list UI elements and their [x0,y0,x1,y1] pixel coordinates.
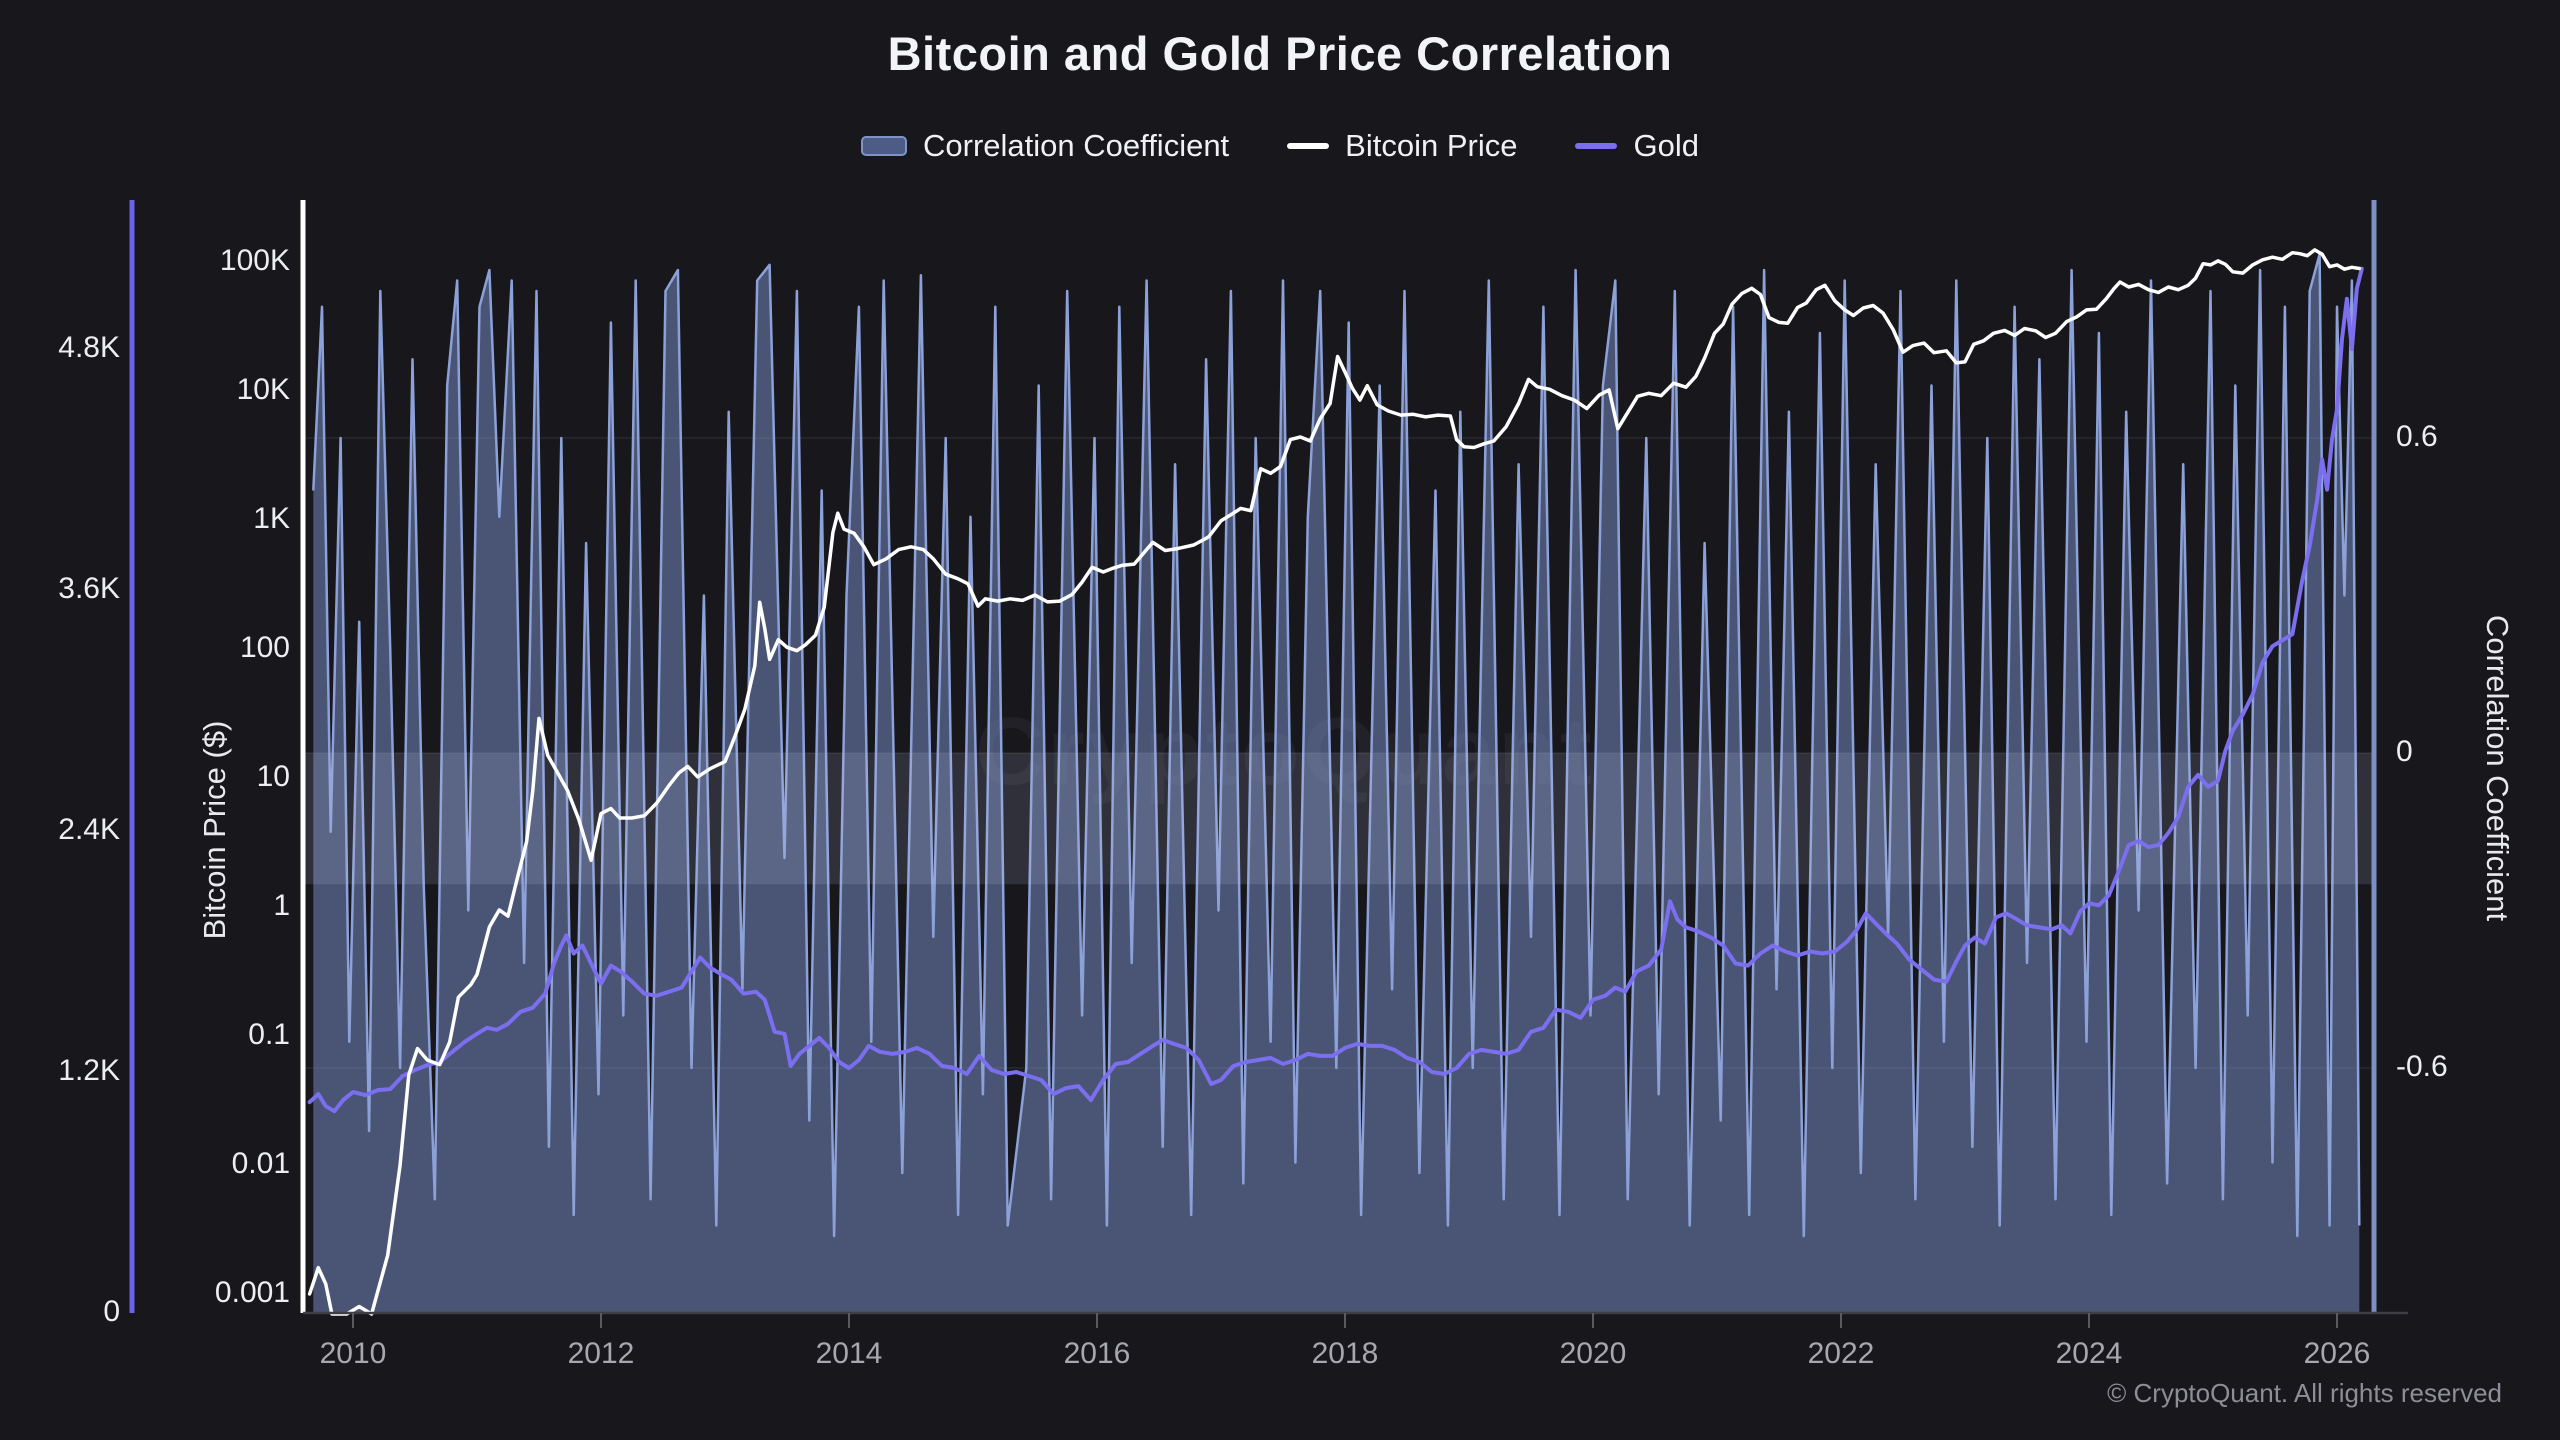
legend-item-correlation-coefficient[interactable]: Correlation Coefficient [861,128,1229,164]
correlation-axis-title: Correlation Coefficient [2480,614,2515,922]
bitcoin-tick-label-0.001: 0.001 [215,1276,290,1309]
x-tick-label-2018: 2018 [1312,1337,1379,1370]
gold-tick-label-0: 0 [103,1295,120,1328]
x-tick-label-2010: 2010 [320,1337,387,1370]
legend: Correlation Coefficient Bitcoin Price Go… [0,128,2560,164]
highlight-band [303,753,2374,885]
x-tick-label-2016: 2016 [1064,1337,1131,1370]
x-tick-label-2012: 2012 [568,1337,635,1370]
bitcoin-tick-label-10K: 10K [237,373,290,406]
bitcoin-price-line [307,248,2362,1316]
gold-tick-label-3.6K: 3.6K [58,572,120,605]
chart-title: Bitcoin and Gold Price Correlation [887,27,1673,80]
x-tick-label-2022: 2022 [1808,1337,1875,1370]
gold-tick-label-2.4K: 2.4K [58,813,120,846]
axis-tick-labels: 100K 10K 1K 100 10 1 0.1 0.01 0.001 0 1.2K 2.4K 3.6K… [58,244,2447,1370]
gold-tick-label-1.2K: 1.2K [58,1054,120,1087]
correlation-tick-label-0.6: 0.6 [2396,420,2438,453]
correlation-tick-label--0.6: -0.6 [2396,1050,2448,1083]
bitcoin-tick-label-0.01: 0.01 [232,1147,290,1180]
bitcoin-axis-title: Bitcoin Price ($) [197,720,232,940]
axis-lines [129,200,2408,1315]
legend-label: Gold [1633,128,1699,163]
x-tick-label-2024: 2024 [2056,1337,2123,1370]
legend-label: Correlation Coefficient [923,128,1230,163]
bitcoin-line-series [307,248,2362,1316]
correlation-swatch-icon [861,136,908,156]
gold-price-line [307,266,2364,1114]
legend-item-bitcoin-price[interactable]: Bitcoin Price [1287,128,1517,164]
correlation-area-series [312,253,2361,1313]
x-tick-label-2014: 2014 [816,1337,883,1370]
x-tick-label-2026: 2026 [2304,1337,2371,1370]
highlight-band-rect [303,753,2374,885]
bitcoin-tick-label-100: 100 [240,631,290,664]
bitcoin-tick-label-100K: 100K [220,244,290,277]
correlation-line [312,253,2361,1238]
x-axis-ticks [352,1313,2338,1328]
legend-item-gold[interactable]: Gold [1575,128,1699,164]
x-tick-label-2020: 2020 [1560,1337,1627,1370]
bitcoin-tick-label-1K: 1K [253,502,290,535]
bitcoin-tick-label-1: 1 [273,889,290,922]
bitcoin-swatch-icon [1287,143,1330,149]
gold-tick-label-4.8K: 4.8K [58,331,120,364]
gold-line-series [307,266,2364,1114]
copyright-text: © CryptoQuant. All rights reserved [2107,1378,2502,1408]
legend-label: Bitcoin Price [1345,128,1518,163]
bitcoin-tick-label-0.1: 0.1 [248,1018,290,1051]
gold-swatch-icon [1575,143,1618,149]
correlation-tick-label-0: 0 [2396,735,2413,768]
bitcoin-tick-label-10: 10 [257,760,290,793]
